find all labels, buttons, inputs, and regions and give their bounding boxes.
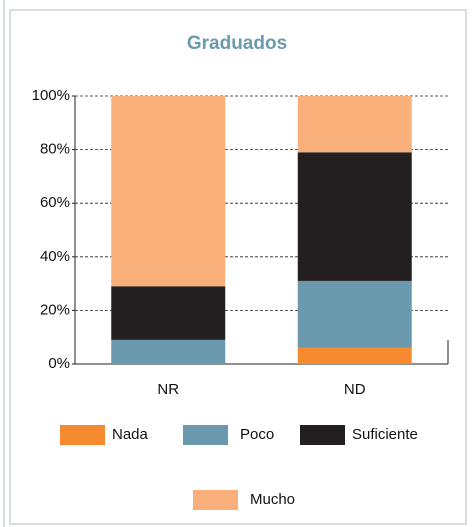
legend-label: Mucho (250, 491, 295, 508)
legend-label: Nada (112, 426, 149, 443)
legend-label: Poco (240, 426, 274, 443)
bar-segment (297, 152, 412, 281)
y-tick-label: 0% (48, 355, 70, 372)
y-tick-label: 60% (40, 194, 70, 211)
legend-swatch (300, 425, 345, 445)
y-tick-label: 100% (32, 87, 70, 104)
y-tick-label: 40% (40, 248, 70, 265)
bar-segment (111, 96, 226, 287)
y-tick-label: 80% (40, 141, 70, 158)
chart-title: Graduados (187, 33, 287, 54)
legend-swatch (193, 490, 238, 510)
bar-segment (111, 339, 226, 364)
x-tick-label: ND (344, 381, 366, 398)
legend-swatch (60, 425, 105, 445)
bar-segment (297, 96, 412, 153)
bar-segment (297, 280, 412, 348)
x-tick-label: NR (157, 381, 179, 398)
legend-label: Suficiente (352, 426, 418, 443)
bar-segment (297, 347, 412, 364)
bar-segment (111, 286, 226, 340)
y-tick-label: 20% (40, 301, 70, 318)
legend-swatch (183, 425, 228, 445)
